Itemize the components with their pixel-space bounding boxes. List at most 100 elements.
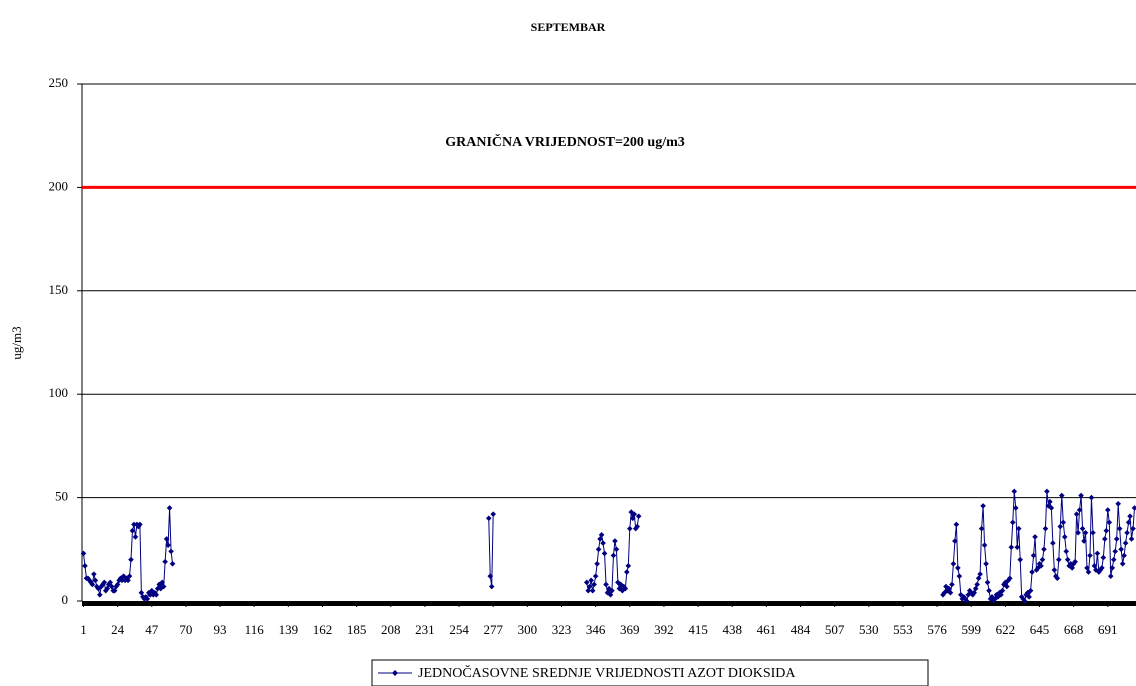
x-tick-label: 438: [722, 622, 742, 637]
x-tick-label: 277: [483, 622, 503, 637]
data-point: [1088, 494, 1095, 501]
data-point: [154, 585, 161, 592]
data-point: [1127, 513, 1133, 520]
data-point: [1082, 529, 1089, 536]
y-tick-label: 100: [49, 385, 69, 400]
data-point: [946, 585, 952, 592]
data-point: [132, 534, 139, 540]
data-point: [487, 573, 494, 579]
data-point: [626, 525, 633, 532]
data-point: [1056, 556, 1062, 563]
x-tick-label: 553: [893, 622, 913, 637]
data-point: [1075, 529, 1081, 536]
data-point: [1007, 575, 1013, 582]
data-point: [1060, 519, 1067, 526]
data-point: [984, 579, 991, 586]
data-point: [1032, 534, 1038, 540]
data-point: [609, 587, 615, 594]
data-point: [999, 587, 1006, 594]
x-tick-label: 1: [80, 622, 87, 637]
x-tick-label: 530: [859, 622, 879, 637]
data-point: [1131, 505, 1136, 511]
legend-box: [371, 659, 929, 686]
data-point: [1087, 552, 1093, 559]
data-point: [972, 585, 979, 592]
data-point: [141, 596, 148, 602]
data-point: [1069, 565, 1075, 571]
data-point: [597, 536, 603, 542]
data-point: [1091, 563, 1098, 569]
data-point: [974, 581, 980, 588]
data-point: [1027, 587, 1034, 594]
chart-title: SEPTEMBAR: [531, 20, 606, 34]
data-point: [1066, 563, 1072, 569]
data-point: [1106, 519, 1113, 526]
data-point: [956, 573, 963, 579]
data-point: [629, 515, 636, 522]
data-point: [1063, 548, 1070, 555]
x-tick-label: 622: [996, 622, 1016, 637]
data-point: [989, 594, 995, 600]
data-point: [1048, 505, 1055, 511]
data-point: [969, 591, 976, 598]
data-point: [634, 523, 641, 530]
data-point: [622, 585, 629, 592]
data-point: [981, 542, 988, 548]
data-point: [114, 581, 121, 588]
data-point: [606, 585, 612, 592]
data-point: [1015, 525, 1022, 532]
data-point: [586, 583, 593, 590]
data-point: [1072, 558, 1078, 565]
data-point: [80, 550, 87, 557]
data-point: [1026, 594, 1032, 600]
data-point: [589, 587, 596, 594]
series-line: [488, 514, 494, 587]
data-point: [135, 523, 142, 530]
data-point: [128, 556, 134, 563]
data-point: [952, 538, 958, 544]
y-tick-label: 150: [49, 282, 69, 297]
data-point: [955, 565, 961, 571]
data-point: [82, 563, 88, 569]
data-point: [1058, 492, 1065, 499]
data-point: [601, 550, 608, 557]
data-point: [1067, 560, 1074, 567]
data-point: [144, 596, 151, 602]
data-point: [1021, 598, 1028, 604]
data-point: [1116, 525, 1123, 532]
data-point: [612, 538, 618, 544]
data-point: [1073, 511, 1080, 517]
data-point: [1014, 544, 1021, 551]
data-point: [588, 577, 594, 584]
data-point: [977, 571, 983, 577]
data-point: [488, 583, 495, 590]
x-tick-label: 484: [791, 622, 811, 637]
data-point: [975, 575, 982, 582]
data-point: [119, 577, 125, 584]
data-point: [987, 596, 994, 602]
x-tick-label: 208: [381, 622, 401, 637]
x-axis-band: [82, 601, 1136, 606]
x-tick-label: 300: [518, 622, 538, 637]
x-tick-label: 461: [757, 622, 777, 637]
data-point: [1078, 492, 1084, 499]
x-tick-label: 93: [214, 622, 227, 637]
data-point: [1100, 554, 1107, 561]
data-point: [1061, 534, 1068, 540]
data-point: [1079, 525, 1086, 532]
data-point: [980, 503, 986, 509]
data-point: [162, 558, 168, 565]
data-point: [1041, 546, 1047, 553]
x-tick-label: 231: [415, 622, 435, 637]
data-point: [140, 594, 146, 600]
data-point: [108, 583, 115, 590]
data-point: [1085, 569, 1092, 575]
data-point: [125, 577, 131, 584]
data-point: [949, 581, 955, 588]
data-point: [1042, 525, 1049, 532]
y-tick-label: 250: [49, 75, 69, 90]
x-tick-label: 645: [1030, 622, 1050, 637]
data-point: [169, 560, 176, 567]
data-point: [1008, 544, 1015, 551]
